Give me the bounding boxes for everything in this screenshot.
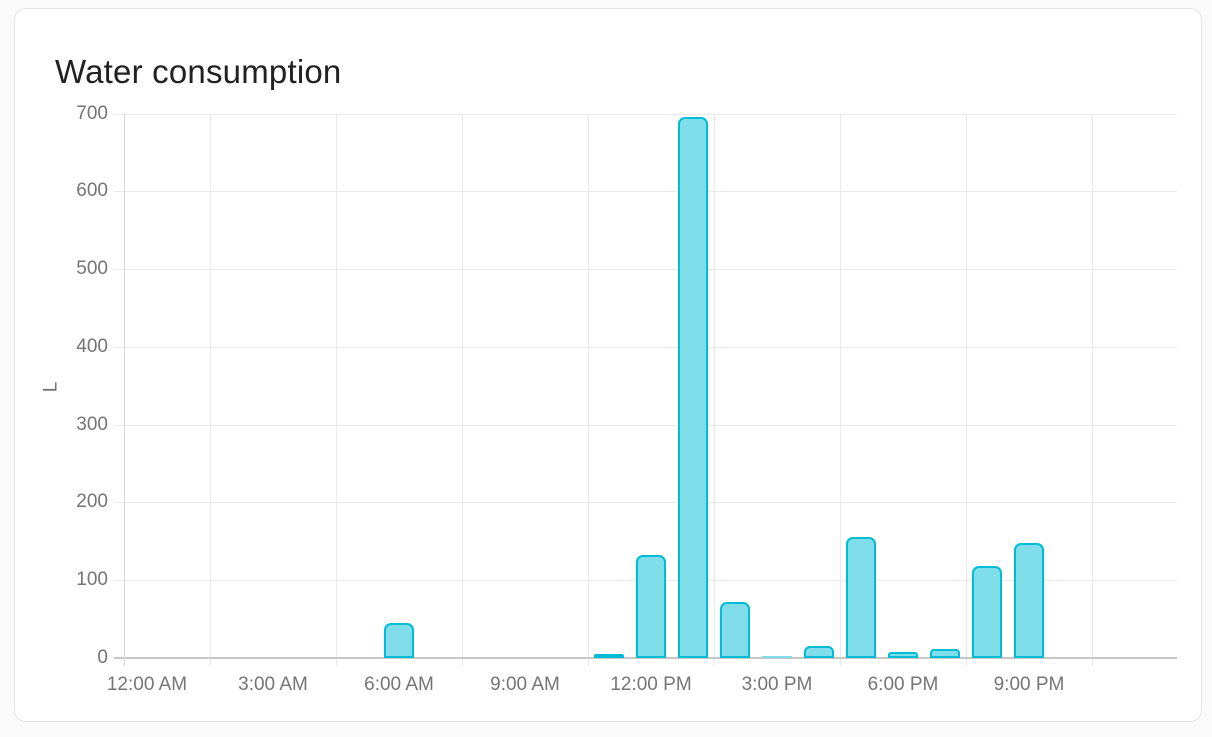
bar-11-00-am[interactable] bbox=[594, 654, 624, 658]
gridline-x-0 bbox=[210, 113, 211, 666]
bar-5-00-pm[interactable] bbox=[846, 537, 876, 658]
y-axis-label-200: 200 bbox=[76, 491, 108, 513]
water-consumption-card: Water consumption bbox=[14, 8, 1202, 722]
bar-6-00-am[interactable] bbox=[384, 623, 414, 658]
bar-3-00-pm[interactable] bbox=[762, 656, 792, 658]
gridline-y-600 bbox=[114, 191, 1177, 193]
gridline-y-700 bbox=[114, 113, 1177, 115]
y-axis-label-300: 300 bbox=[76, 413, 108, 435]
gridline-x-6 bbox=[966, 113, 967, 666]
y-axis-unit-label: L bbox=[40, 381, 62, 393]
gridline-x-7 bbox=[1092, 113, 1093, 666]
bar-1-00-pm[interactable] bbox=[678, 117, 708, 658]
y-axis-line bbox=[124, 113, 125, 666]
gridline-y-300 bbox=[114, 424, 1177, 426]
gridline-y-200 bbox=[114, 502, 1177, 504]
bar-6-00-pm[interactable] bbox=[888, 652, 918, 658]
bar-4-00-pm[interactable] bbox=[804, 646, 834, 658]
bar-7-00-pm[interactable] bbox=[930, 649, 960, 658]
gridline-x-5 bbox=[840, 113, 841, 666]
gridline-x-1 bbox=[336, 113, 337, 666]
x-axis-label-9-00-pm: 9:00 PM bbox=[993, 674, 1065, 695]
gridline-x-2 bbox=[462, 113, 463, 666]
x-axis-line bbox=[114, 657, 1177, 659]
gridline-x-3 bbox=[588, 113, 589, 666]
bar-8-00-pm[interactable] bbox=[972, 566, 1002, 658]
bar-9-00-pm[interactable] bbox=[1014, 543, 1044, 658]
x-axis-label-12-00-pm: 12:00 PM bbox=[610, 674, 692, 695]
gridline-y-500 bbox=[114, 269, 1177, 271]
x-axis-label-6-00-am: 6:00 AM bbox=[364, 674, 434, 695]
x-axis-label-3-00-pm: 3:00 PM bbox=[741, 674, 813, 695]
x-axis-label-9-00-am: 9:00 AM bbox=[490, 674, 560, 695]
card-title: Water consumption bbox=[55, 53, 342, 90]
y-axis-label-600: 600 bbox=[76, 180, 108, 202]
bar-12-00-pm[interactable] bbox=[636, 555, 666, 658]
y-axis-label-700: 700 bbox=[76, 102, 108, 124]
x-axis-label-6-00-pm: 6:00 PM bbox=[867, 674, 939, 695]
y-axis-label-500: 500 bbox=[76, 258, 108, 280]
gridline-x-4 bbox=[714, 113, 715, 666]
bar-2-00-pm[interactable] bbox=[720, 602, 750, 658]
gridline-y-400 bbox=[114, 346, 1177, 348]
x-axis-label-3-00-am: 3:00 AM bbox=[238, 674, 308, 695]
y-axis-label-0: 0 bbox=[97, 647, 108, 668]
y-axis-label-400: 400 bbox=[76, 335, 108, 357]
y-axis-label-100: 100 bbox=[76, 569, 108, 591]
x-axis-label-12-00-am: 12:00 AM bbox=[106, 674, 188, 695]
